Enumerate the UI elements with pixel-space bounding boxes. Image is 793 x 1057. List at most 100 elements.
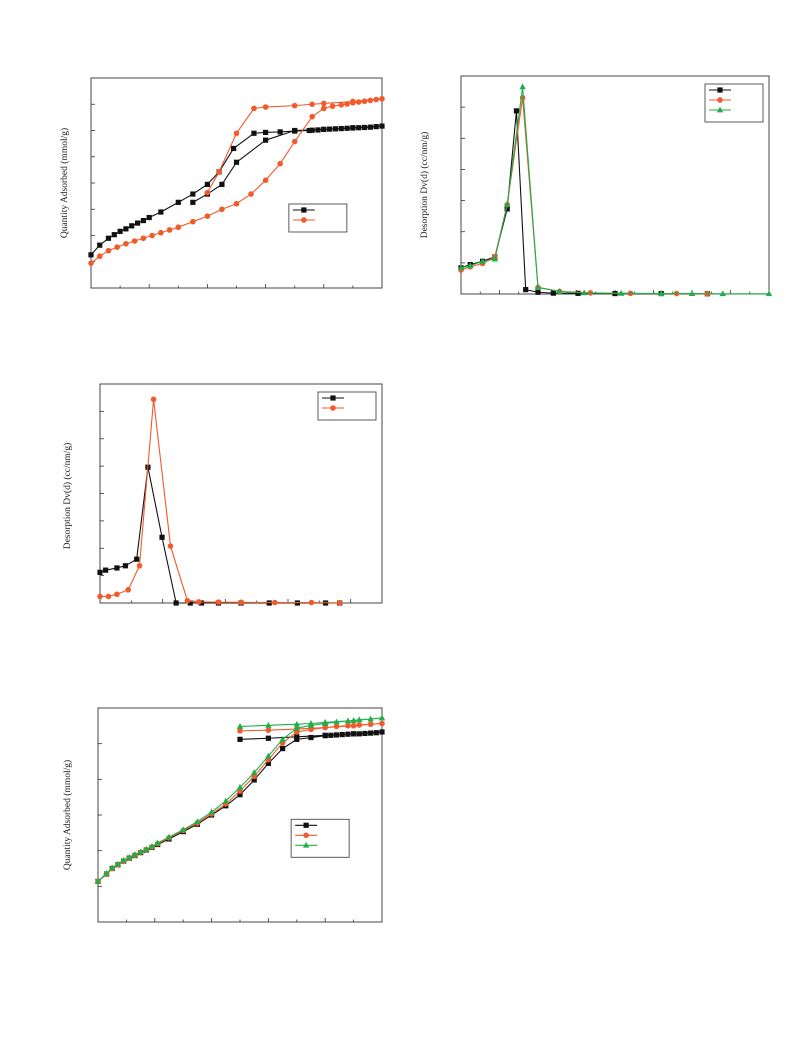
series-1-point [175,199,181,205]
series-2-point [158,229,164,236]
series-1-line [90,125,383,256]
series-3-point [293,720,300,727]
series-3-point [236,783,244,790]
series-1-point [338,125,344,132]
series-2-point [237,728,243,734]
series-1-point [204,181,210,187]
series-1-point [233,159,240,165]
legend-marker-2 [301,217,307,223]
series-3-line [97,717,383,882]
series-3-point [491,255,499,262]
series-3-point [208,808,215,815]
series-1-point [134,220,141,226]
series-1-point [97,242,103,248]
series-3-point [137,848,144,855]
chart-svg-isotherm-1: Quantity Adsorbed (mmol/g) [59,77,385,289]
series-1-point [122,563,128,569]
series-2-point [216,169,222,175]
series-2-point [309,113,315,120]
series-2-point [149,232,155,239]
series-3-point [356,716,363,723]
y-axis-label: Quantity Adsorbed (mmol/g) [59,128,70,238]
chart-panel-psd-1: Desorption Dv(d) (cc/nm/g) [415,70,775,305]
series-3-point [765,290,773,297]
series-1-point [327,126,333,132]
series-1-point [345,731,351,737]
series-1-point [535,289,541,295]
legend-box [317,391,377,421]
series-2-point [350,98,356,105]
series-2-point [97,593,103,600]
series-1-point [230,145,237,152]
series-1-point [280,745,286,752]
series-2-point [96,253,103,260]
series-2-point [215,599,222,605]
series-1-point [356,731,362,737]
series-3-point [378,714,386,721]
series-1-point [158,209,164,215]
series-3-point [265,721,272,728]
series-2-point [308,599,315,606]
series-1-point [105,235,112,241]
legend-marker-1 [303,822,309,828]
series-2-point [219,206,225,213]
series-2-point [195,599,202,605]
series-3-point [265,752,272,759]
series-1-point [294,734,300,740]
series-1-point [321,126,327,132]
series-1-point [550,290,556,296]
series-3-point [350,717,357,723]
legend-marker-2 [330,405,336,411]
series-3-point [114,860,122,867]
series-3-point [126,854,133,860]
chart-panel-psd-2: Desorption Dv(d) (cc/nm/g) [58,378,388,610]
series-1-point [379,123,385,129]
series-1-point [111,232,117,238]
series-1-point [373,730,379,736]
series-2-point [322,724,329,731]
series-2-point [291,102,298,109]
series-1-point [173,600,179,606]
series-2-point [379,95,385,102]
series-2-point [361,98,368,105]
series-3-point [688,290,696,296]
series-2-point [175,224,182,231]
series-3-point [131,851,139,857]
series-2-point [355,99,362,105]
series-1-point [140,217,146,224]
series-2-line [100,398,340,604]
series-1-point [251,130,257,136]
series-3-point [103,869,110,876]
series-3-point [222,797,229,804]
series-2-point [272,599,278,606]
series-1-point [356,125,362,131]
series-1-point [263,129,269,136]
series-3-point [534,284,542,290]
series-1-point [123,226,129,232]
series-1-point [373,124,379,130]
legend-marker-1 [301,207,307,213]
series-2-point [336,599,343,606]
series-3-point [719,290,726,297]
legend-marker-3 [716,106,724,113]
chart-panel-isotherm-2: Quantity Adsorbed (mmol/g) [58,700,388,930]
series-1-point [332,126,339,132]
series-2-point [356,722,363,728]
series-1-point [292,127,298,134]
series-2-point [309,101,315,108]
series-2-point [184,598,191,604]
series-1-point [129,223,135,229]
series-3-point [236,723,244,729]
series-3-point [457,264,465,271]
series-2-point [350,722,357,729]
series-1-point [362,730,368,737]
series-2-point [379,720,385,727]
series-1-point [350,125,356,131]
series-1-point [159,534,165,540]
series-3-point [367,715,374,722]
series-1-point [344,125,350,131]
series-1-point [88,252,94,258]
series-2-point [308,726,314,733]
series-2-point [204,213,211,219]
series-2-point [114,244,120,250]
